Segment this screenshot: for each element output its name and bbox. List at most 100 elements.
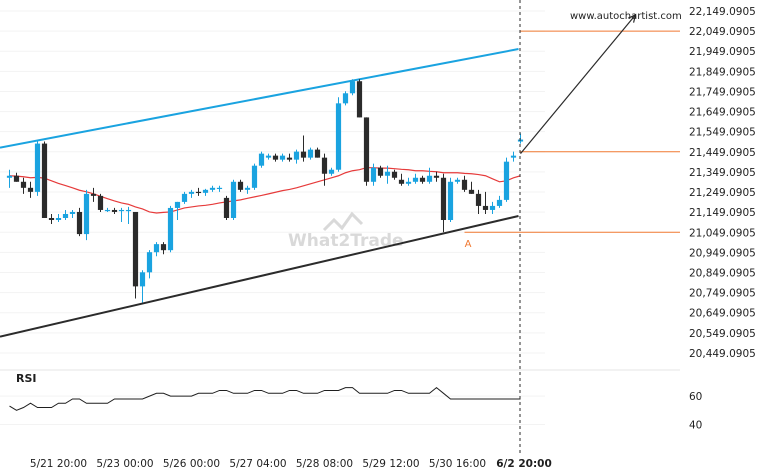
candle-body	[20, 181, 27, 188]
candle-body	[160, 244, 167, 251]
candle	[90, 187, 97, 202]
candle-body	[279, 155, 286, 160]
y-tick-label: 22,049.0905	[689, 26, 756, 38]
candle-body	[391, 171, 398, 178]
y-axis: 22,149.0905 22,049.0905 21,949.0905 21,849.…	[689, 6, 756, 360]
candle-body	[468, 189, 475, 194]
candle	[300, 135, 307, 162]
candle	[342, 91, 349, 106]
watermark-logo-icon	[322, 211, 364, 232]
candle	[321, 153, 328, 186]
candle-body	[125, 209, 132, 212]
candle-body	[202, 189, 209, 193]
candle	[272, 153, 279, 162]
candle-body	[363, 117, 370, 182]
candle	[48, 213, 55, 225]
candle	[293, 149, 300, 164]
y-tick-label: 21,249.0905	[689, 187, 756, 199]
candle-body	[510, 155, 517, 158]
candle-body	[55, 217, 62, 221]
candle-body	[482, 205, 489, 210]
y-tick-label: 20,449.0905	[689, 348, 756, 360]
candle-body	[6, 175, 13, 178]
candle-body	[293, 151, 300, 160]
candle	[398, 173, 405, 186]
y-tick-label: 20,649.0905	[689, 308, 756, 320]
candle	[426, 167, 433, 184]
candle-body	[13, 175, 20, 182]
watermark: What2Trade	[288, 211, 404, 251]
level-lines	[464, 30, 680, 233]
candle-body	[335, 103, 342, 170]
candle	[55, 213, 62, 223]
candle	[461, 175, 468, 192]
candle	[482, 191, 489, 214]
candle-body	[412, 177, 419, 182]
candle-body	[440, 177, 447, 221]
candle	[440, 173, 447, 233]
candle	[279, 153, 286, 162]
x-tick-label: 5/30 16:00	[429, 458, 486, 470]
candle	[153, 242, 160, 257]
watermark-text: What2Trade	[288, 231, 404, 251]
pattern-annotation: A	[465, 239, 472, 250]
source-label: www.autochartist.com	[570, 11, 682, 22]
candle	[139, 270, 146, 303]
candle	[419, 175, 426, 184]
candle-body	[384, 171, 391, 176]
candle	[496, 195, 503, 208]
forecast-arrow	[520, 13, 637, 155]
rsi-panel: RSI 60 40	[0, 369, 702, 432]
candle-body	[496, 199, 503, 206]
candle-body	[321, 157, 328, 174]
y-tick-label: 20,949.0905	[689, 247, 756, 259]
forecast-arrow-head	[627, 13, 637, 23]
candle-body	[426, 175, 433, 182]
candle-body	[132, 211, 139, 287]
y-tick-label: 20,749.0905	[689, 288, 756, 300]
x-tick-label: 5/26 00:00	[163, 458, 220, 470]
candle-body	[258, 153, 265, 166]
candle-body	[167, 207, 174, 251]
y-tick-label: 21,449.0905	[689, 147, 756, 159]
x-tick-label: 5/29 12:00	[362, 458, 419, 470]
rsi-tick-label: 60	[689, 391, 702, 403]
candle	[370, 163, 377, 186]
candle-body	[181, 193, 188, 202]
candle	[83, 189, 90, 241]
candle-body	[475, 193, 482, 206]
candle-body	[83, 193, 90, 235]
candle-body	[489, 205, 496, 210]
candle	[132, 211, 139, 299]
candle	[314, 147, 321, 158]
candle	[216, 185, 223, 192]
candle	[160, 242, 167, 255]
candle-body	[27, 187, 34, 192]
candle-body	[244, 187, 251, 190]
x-tick-label: 5/21 20:00	[30, 458, 87, 470]
candle-body	[433, 175, 440, 178]
candle	[62, 209, 69, 221]
candle	[475, 189, 482, 214]
candle	[447, 177, 454, 223]
candle	[195, 187, 202, 196]
candle	[97, 193, 104, 212]
candle-body	[251, 165, 258, 188]
candle-body	[461, 179, 468, 190]
candle-body	[104, 209, 111, 212]
candle-body	[216, 187, 223, 190]
candle	[335, 97, 342, 172]
y-tick-label: 21,949.0905	[689, 46, 756, 58]
candle-body	[314, 149, 321, 158]
candle	[202, 188, 209, 196]
candle	[503, 157, 510, 202]
candle-body	[272, 155, 279, 160]
resistance-line	[0, 48, 519, 149]
candle	[34, 141, 41, 196]
candle-body	[405, 181, 412, 184]
candle	[209, 185, 216, 192]
support-line	[0, 215, 519, 338]
candle	[405, 177, 412, 186]
candle-body	[370, 167, 377, 182]
candle-body	[230, 181, 237, 218]
